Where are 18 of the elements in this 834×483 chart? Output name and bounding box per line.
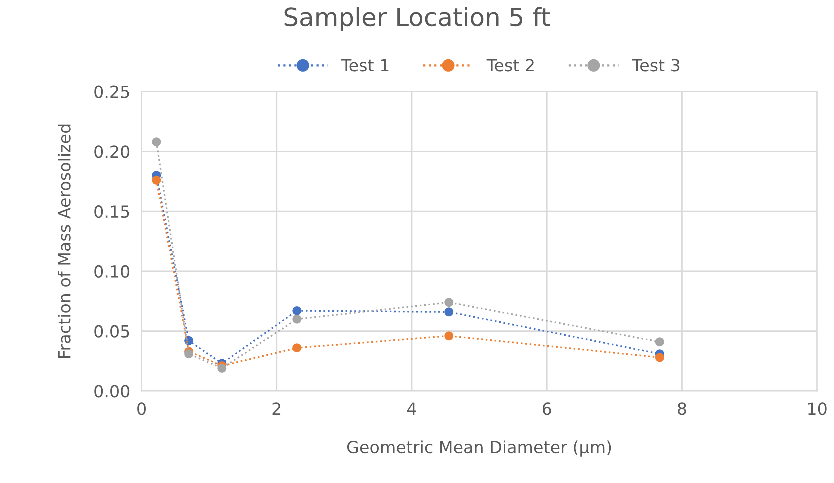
y-tick-label: 0.25 — [94, 86, 130, 98]
x-tick-label: 2 — [272, 402, 281, 416]
y-axis-title: Fraction of Mass Aerosolized — [58, 124, 71, 358]
y-tick-label: 0.20 — [94, 146, 130, 158]
y-tick-label: 0.00 — [94, 385, 130, 398]
x-tick-label: 8 — [678, 402, 686, 416]
x-tick-label: 0 — [138, 402, 146, 416]
y-tick-label: 0.15 — [94, 206, 130, 218]
y-tick-label: 0.10 — [94, 265, 130, 278]
x-tick-label: 4 — [408, 402, 416, 416]
x-axis-title: Geometric Mean Diameter (µm) — [347, 440, 612, 457]
legend-label: Test 1 — [341, 59, 389, 72]
legend-label: Test 2 — [486, 59, 534, 72]
x-tick-label: 10 — [808, 402, 827, 416]
x-tick-label: 6 — [542, 402, 552, 416]
legend-label: Test 3 — [632, 59, 680, 72]
chart-title: Sampler Location 5 ft — [284, 7, 550, 32]
y-tick-label: 0.05 — [94, 325, 130, 338]
